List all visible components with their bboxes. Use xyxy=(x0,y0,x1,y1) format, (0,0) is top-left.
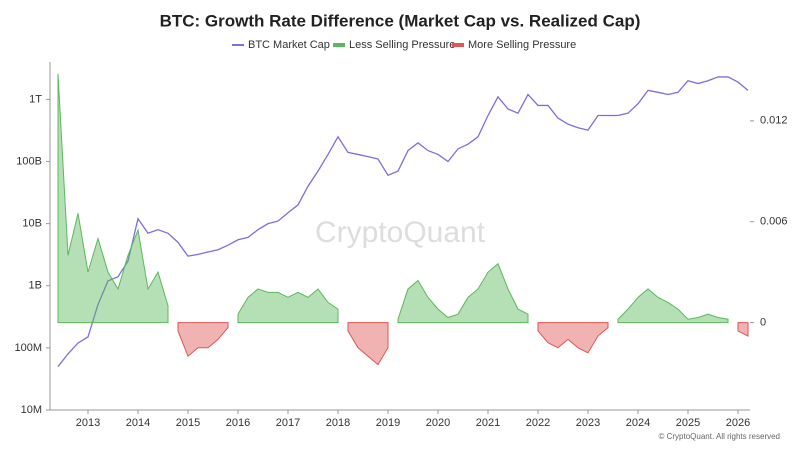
y2-tick-label: 0 xyxy=(760,316,766,328)
y-tick-label: 100B xyxy=(16,155,42,167)
series-area xyxy=(617,288,729,324)
chart-title: BTC: Growth Rate Difference (Market Cap … xyxy=(160,11,641,30)
legend-swatch xyxy=(452,43,464,47)
y-tick-label: 1B xyxy=(29,280,42,292)
x-tick-label: 2018 xyxy=(326,417,350,429)
x-tick-label: 2016 xyxy=(226,417,250,429)
legend-label: Less Selling Pressure xyxy=(349,39,455,51)
watermark: CryptoQuant xyxy=(315,216,486,249)
x-tick-label: 2014 xyxy=(126,417,150,429)
x-tick-label: 2025 xyxy=(676,417,700,429)
x-tick-label: 2022 xyxy=(526,417,550,429)
series-area xyxy=(237,288,339,324)
y-tick-label: 10M xyxy=(21,404,42,416)
legend-swatch xyxy=(333,43,345,47)
x-tick-label: 2020 xyxy=(426,417,450,429)
y-tick-label: 1T xyxy=(29,93,42,105)
y-tick-label: 100M xyxy=(14,342,42,354)
x-tick-label: 2023 xyxy=(576,417,600,429)
x-tick-label: 2013 xyxy=(76,417,100,429)
series-area xyxy=(397,262,529,324)
x-tick-label: 2015 xyxy=(176,417,200,429)
y2-tick-label: 0.006 xyxy=(760,216,788,228)
x-tick-label: 2019 xyxy=(376,417,400,429)
x-tick-label: 2026 xyxy=(726,417,750,429)
series-area xyxy=(177,322,229,358)
series-area xyxy=(347,322,389,366)
y-tick-label: 10B xyxy=(22,218,42,230)
series-line xyxy=(57,76,749,367)
series-area xyxy=(57,73,169,324)
series-area xyxy=(537,322,609,354)
x-tick-label: 2017 xyxy=(276,417,300,429)
x-tick-label: 2021 xyxy=(476,417,500,429)
legend-label: More Selling Pressure xyxy=(468,39,576,51)
credit: © CryptoQuant. All rights reserved xyxy=(659,432,781,441)
legend-label: BTC Market Cap xyxy=(248,39,330,51)
y2-tick-label: 0.012 xyxy=(760,115,788,127)
x-tick-label: 2024 xyxy=(626,417,650,429)
series-area xyxy=(737,322,749,337)
